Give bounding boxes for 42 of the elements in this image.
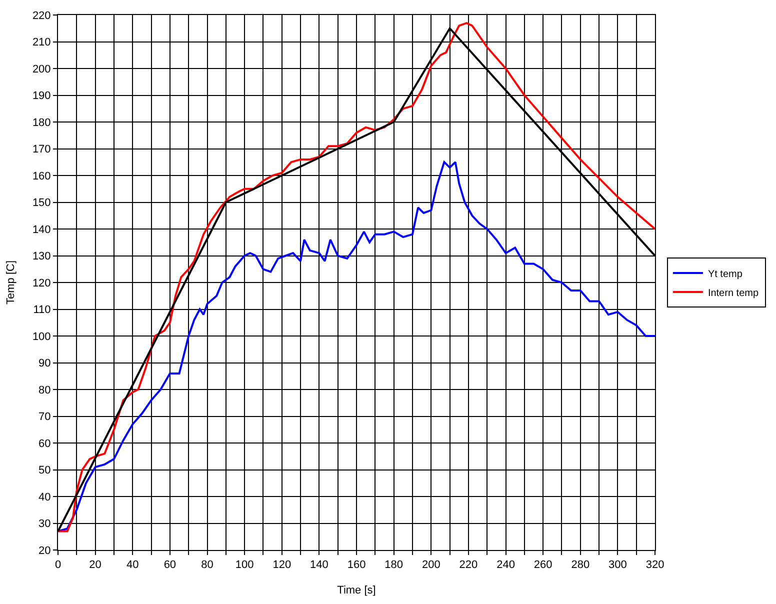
y-tick-label: 30: [38, 518, 51, 530]
x-tick-label: 160: [347, 559, 366, 572]
y-tick-label: 170: [32, 144, 51, 156]
y-tick-label: 100: [32, 330, 51, 343]
x-tick-label: 320: [646, 559, 664, 572]
y-tick-label: 150: [32, 197, 51, 210]
y-tick-label: 190: [32, 90, 51, 102]
y-tick-label: 140: [32, 224, 51, 236]
x-tick-label: 180: [384, 559, 403, 572]
y-tick-label: 210: [32, 36, 51, 49]
x-tick-label: 0: [54, 559, 62, 572]
x-tick-label: 20: [89, 559, 102, 572]
y-tick-label: 60: [38, 438, 51, 450]
y-tick-label: 90: [38, 358, 51, 370]
y-tick-label: 50: [38, 464, 51, 477]
y-tick-label: 20: [38, 544, 51, 557]
y-tick-label: 130: [32, 250, 51, 263]
x-tick-label: 40: [126, 559, 139, 572]
x-tick-label: 100: [235, 559, 254, 572]
x-tick-label: 300: [608, 559, 627, 572]
y-tick-label: 120: [32, 277, 51, 290]
y-tick-label: 220: [32, 10, 51, 22]
x-tick-label: 280: [571, 559, 590, 572]
y-tick-label: 80: [38, 384, 51, 396]
x-tick-label: 60: [164, 559, 176, 572]
y-tick-label: 200: [32, 63, 51, 76]
y-tick-label: 40: [38, 491, 51, 504]
x-tick-label: 120: [272, 559, 292, 572]
x-axis-title: Time [s]: [337, 584, 376, 596]
legend-label: Yt temp: [708, 268, 743, 280]
x-tick-label: 240: [496, 559, 515, 572]
x-tick-label: 260: [534, 559, 552, 572]
x-tick-label: 200: [422, 559, 440, 572]
y-tick-label: 70: [38, 411, 51, 424]
legend-label: Intern temp: [708, 288, 759, 299]
y-axis-title: Temp [C]: [5, 260, 18, 305]
x-tick-label: 220: [459, 559, 478, 572]
x-tick-label: 140: [310, 559, 328, 572]
y-tick-label: 160: [32, 170, 51, 182]
y-tick-label: 110: [33, 304, 51, 316]
y-tick-label: 180: [32, 116, 51, 129]
x-tick-label: 80: [201, 559, 214, 572]
